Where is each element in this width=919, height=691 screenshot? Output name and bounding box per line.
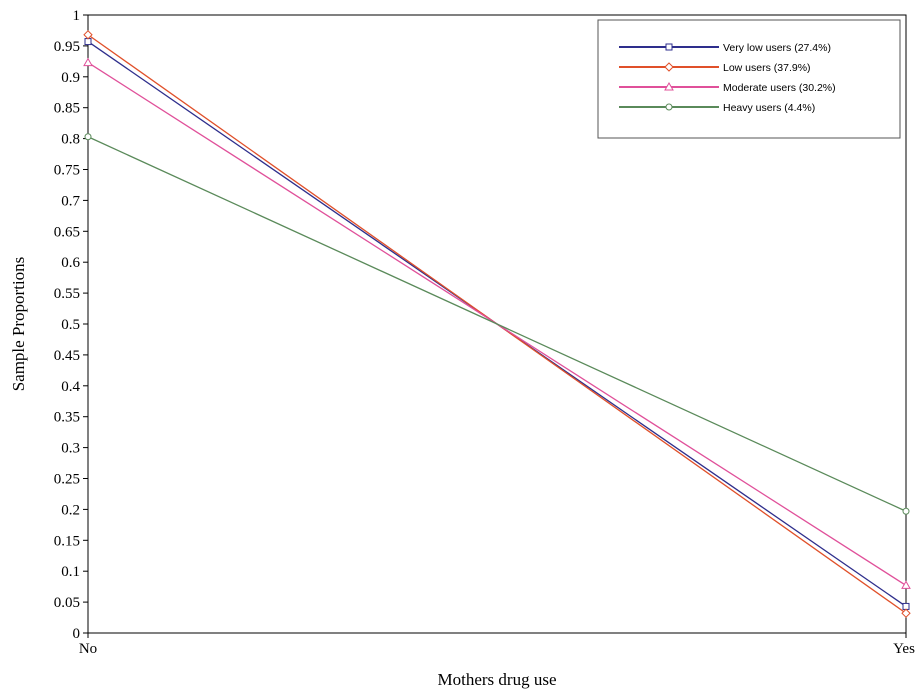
x-tick-label: Yes <box>893 641 915 657</box>
y-tick-label: 0.9 <box>61 70 80 86</box>
y-axis-title: Sample Proportions <box>9 257 28 392</box>
data-point <box>83 57 93 67</box>
y-tick-label: 0.25 <box>54 472 80 488</box>
y-tick-label: 0.45 <box>54 348 80 364</box>
legend-label: Low users (37.9%) <box>723 62 811 74</box>
y-tick-label: 0.85 <box>54 101 80 117</box>
data-point <box>902 507 910 515</box>
y-axis: 0 0.05 0.1 0.15 0.2 0.25 0.3 0.35 0.4 0.45 0.5 0.55… <box>54 8 88 642</box>
y-tick-label: 0.6 <box>61 255 80 271</box>
x-tick-label: No <box>79 641 97 657</box>
y-tick-label: 0.1 <box>61 564 80 580</box>
y-tick-label: 0.55 <box>54 286 80 302</box>
x-axis: No Yes <box>79 633 915 657</box>
legend-label: Heavy users (4.4%) <box>723 102 815 114</box>
y-tick-label: 0.75 <box>54 163 80 179</box>
y-tick-label: 0 <box>73 626 81 642</box>
y-tick-label: 0.7 <box>61 193 80 209</box>
y-tick-label: 0.35 <box>54 410 80 426</box>
series-line <box>87 136 907 512</box>
y-tick-label: 0.5 <box>61 317 80 333</box>
legend-label: Moderate users (30.2%) <box>723 82 836 94</box>
y-tick-label: 0.95 <box>54 39 80 55</box>
y-tick-label: 0.65 <box>54 224 80 240</box>
y-tick-label: 1 <box>73 8 81 24</box>
x-axis-title: Mothers drug use <box>438 670 557 689</box>
data-point <box>83 30 93 40</box>
y-tick-label: 0.15 <box>54 533 80 549</box>
legend-marker <box>664 81 674 91</box>
data-point <box>901 580 911 589</box>
y-tick-label: 0.05 <box>54 595 80 611</box>
y-tick-label: 0.3 <box>61 441 80 457</box>
legend-marker <box>665 103 673 111</box>
legend-label: Very low users (27.4%) <box>723 42 831 54</box>
y-tick-label: 0.8 <box>61 132 80 148</box>
legend-box <box>597 19 901 139</box>
y-tick-label: 0.4 <box>61 379 80 395</box>
data-point <box>901 608 911 618</box>
y-tick-label: 0.2 <box>61 502 80 518</box>
legend: Very low users (27.4%) Low users (37.9%) M… <box>597 19 901 139</box>
series-layer <box>83 30 911 618</box>
legend-marker <box>664 62 674 72</box>
legend-marker <box>665 43 673 51</box>
data-point <box>84 133 92 141</box>
